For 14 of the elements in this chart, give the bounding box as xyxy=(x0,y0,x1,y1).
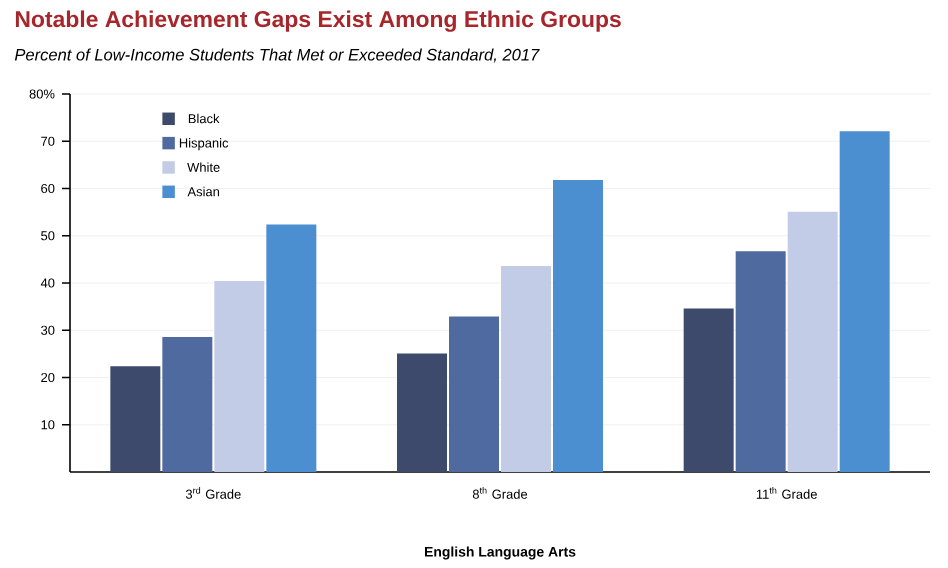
bar xyxy=(162,336,213,472)
bar xyxy=(553,180,604,472)
chart-subtitle: Percent of Low-Income Students That Met or Exceeded Standard, 2017 xyxy=(14,48,540,63)
bar xyxy=(735,251,786,472)
bar xyxy=(787,211,838,472)
bar xyxy=(266,224,317,472)
chart-title: Notable Achievement Gaps Exist Among Ethnic Groups xyxy=(15,10,621,32)
bar xyxy=(683,308,734,472)
bar xyxy=(449,316,500,472)
bar xyxy=(214,281,265,472)
bar xyxy=(839,131,890,472)
bar xyxy=(397,353,448,472)
bar xyxy=(501,266,552,472)
bar xyxy=(110,366,161,472)
